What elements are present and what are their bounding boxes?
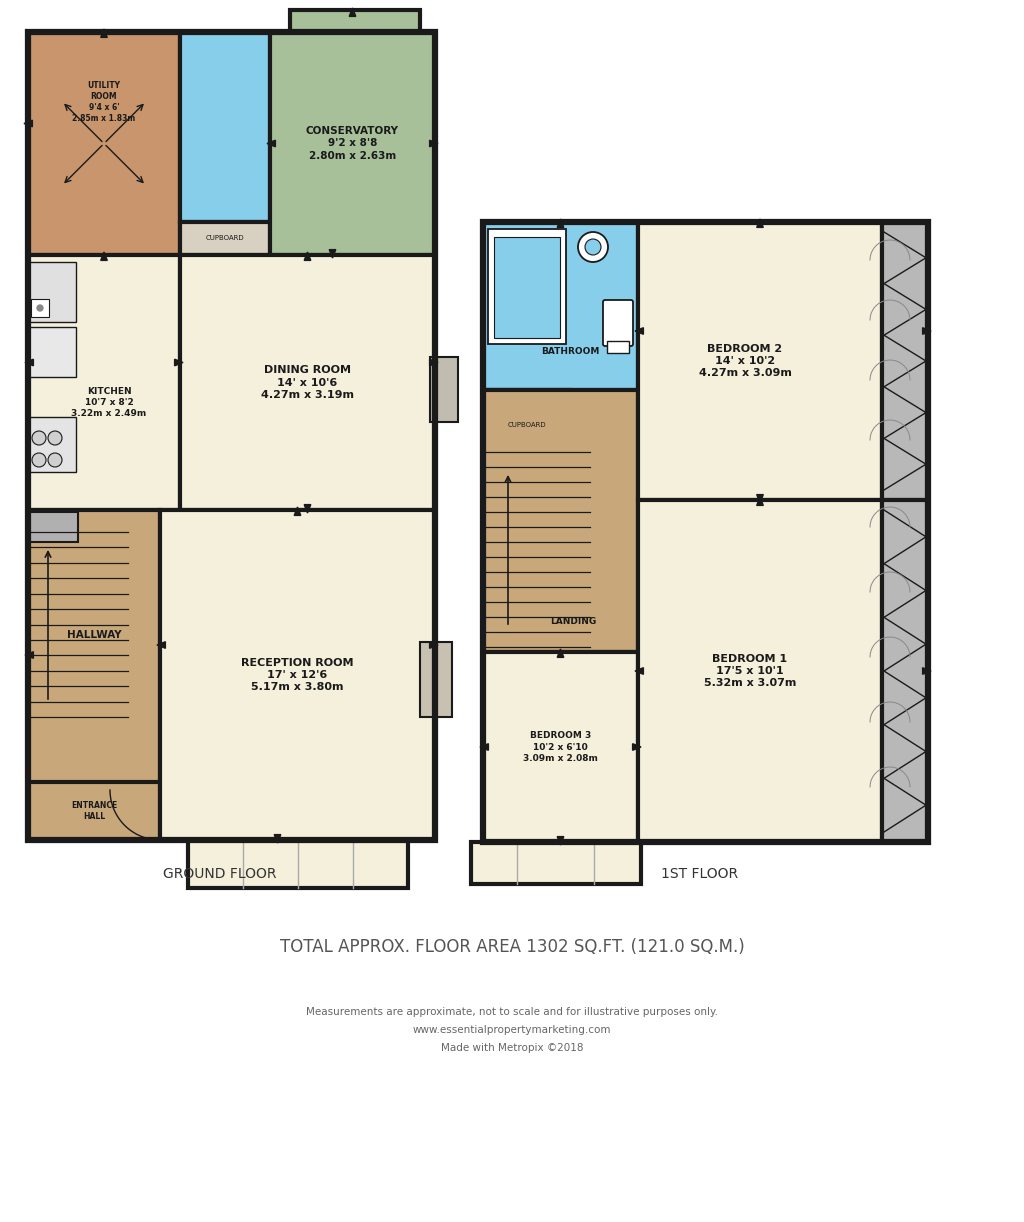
Bar xyxy=(483,390,570,459)
Text: TOTAL APPROX. FLOOR AREA 1302 SQ.FT. (121.0 SQ.M.): TOTAL APPROX. FLOOR AREA 1302 SQ.FT. (12… xyxy=(280,938,744,956)
Polygon shape xyxy=(274,835,281,843)
Polygon shape xyxy=(430,359,438,365)
Bar xyxy=(31,299,49,316)
Text: KITCHEN
10'7 x 8'2
3.22m x 2.49m: KITCHEN 10'7 x 8'2 3.22m x 2.49m xyxy=(72,387,146,418)
Text: LANDING: LANDING xyxy=(550,617,596,627)
Polygon shape xyxy=(100,252,108,260)
Bar xyxy=(28,782,160,840)
Text: CONSERVATORY
9'2 x 8'8
2.80m x 2.63m: CONSERVATORY 9'2 x 8'8 2.80m x 2.63m xyxy=(306,126,399,161)
Circle shape xyxy=(48,431,62,445)
Polygon shape xyxy=(635,327,643,335)
Polygon shape xyxy=(633,744,641,750)
Polygon shape xyxy=(329,249,336,258)
Circle shape xyxy=(32,453,46,467)
Polygon shape xyxy=(470,842,640,884)
Polygon shape xyxy=(430,642,438,649)
Bar xyxy=(483,222,638,390)
Circle shape xyxy=(48,453,62,467)
Text: GROUND FLOOR: GROUND FLOOR xyxy=(163,866,276,881)
Polygon shape xyxy=(557,219,564,227)
Text: BEDROOM 3
10'2 x 6'10
3.09m x 2.08m: BEDROOM 3 10'2 x 6'10 3.09m x 2.08m xyxy=(523,732,598,763)
Polygon shape xyxy=(24,120,33,127)
Text: CUPBOARD: CUPBOARD xyxy=(507,422,546,428)
Bar xyxy=(638,222,882,500)
Bar xyxy=(180,32,270,222)
Circle shape xyxy=(578,232,608,262)
Polygon shape xyxy=(25,651,34,659)
Polygon shape xyxy=(304,252,311,260)
Bar xyxy=(494,237,560,338)
Bar xyxy=(270,32,435,255)
Polygon shape xyxy=(480,744,488,750)
Polygon shape xyxy=(757,497,763,506)
Text: 1ST FLOOR: 1ST FLOOR xyxy=(662,866,738,881)
Text: RECEPTION ROOM
17' x 12'6
5.17m x 3.80m: RECEPTION ROOM 17' x 12'6 5.17m x 3.80m xyxy=(242,657,353,693)
Bar xyxy=(882,500,928,842)
Text: BEDROOM 1
17'5 x 10'1
5.32m x 3.07m: BEDROOM 1 17'5 x 10'1 5.32m x 3.07m xyxy=(703,654,797,688)
Bar xyxy=(28,510,160,840)
FancyBboxPatch shape xyxy=(603,299,633,346)
Bar xyxy=(882,222,928,500)
Bar xyxy=(638,500,882,842)
Polygon shape xyxy=(267,141,275,147)
Polygon shape xyxy=(25,359,34,365)
Bar xyxy=(28,262,76,323)
Bar xyxy=(483,390,638,653)
Circle shape xyxy=(585,240,601,255)
Bar xyxy=(160,510,435,840)
Polygon shape xyxy=(430,141,438,147)
Bar xyxy=(607,341,629,353)
Bar xyxy=(290,10,420,32)
Polygon shape xyxy=(923,327,931,335)
Polygon shape xyxy=(557,649,564,657)
Bar xyxy=(420,642,452,717)
Bar xyxy=(28,327,76,378)
Text: Made with Metropix ©2018: Made with Metropix ©2018 xyxy=(440,1044,584,1053)
Bar xyxy=(180,222,270,255)
Polygon shape xyxy=(757,219,763,227)
Text: UTILITY
ROOM
9'4 x 6'
2.85m x 1.83m: UTILITY ROOM 9'4 x 6' 2.85m x 1.83m xyxy=(73,81,135,123)
Bar xyxy=(28,417,76,472)
Bar xyxy=(28,32,435,840)
Text: HALLWAY: HALLWAY xyxy=(67,631,121,640)
Text: DINING ROOM
14' x 10'6
4.27m x 3.19m: DINING ROOM 14' x 10'6 4.27m x 3.19m xyxy=(261,365,354,400)
Text: ENTRANCE
HALL: ENTRANCE HALL xyxy=(71,800,117,821)
Polygon shape xyxy=(923,667,931,675)
Circle shape xyxy=(32,431,46,445)
Polygon shape xyxy=(757,495,763,503)
Bar xyxy=(28,32,180,255)
Polygon shape xyxy=(349,9,355,16)
Bar xyxy=(483,222,928,842)
Polygon shape xyxy=(187,840,408,888)
Bar xyxy=(28,255,180,510)
Polygon shape xyxy=(175,359,183,365)
Polygon shape xyxy=(294,507,301,516)
Polygon shape xyxy=(157,642,166,649)
Circle shape xyxy=(37,306,43,312)
Polygon shape xyxy=(635,667,643,675)
Text: BATHROOM: BATHROOM xyxy=(542,347,600,357)
Polygon shape xyxy=(100,29,108,38)
Text: Measurements are approximate, not to scale and for illustrative purposes only.: Measurements are approximate, not to sca… xyxy=(306,1007,718,1017)
Polygon shape xyxy=(557,837,564,844)
Bar xyxy=(28,512,78,543)
Polygon shape xyxy=(304,505,311,513)
Bar xyxy=(483,653,638,842)
Bar xyxy=(488,229,566,345)
Text: BEDROOM 2
14' x 10'2
4.27m x 3.09m: BEDROOM 2 14' x 10'2 4.27m x 3.09m xyxy=(698,343,792,379)
Bar xyxy=(430,357,458,422)
Bar xyxy=(180,255,435,510)
Text: CUPBOARD: CUPBOARD xyxy=(206,236,245,242)
Text: www.essentialpropertymarketing.com: www.essentialpropertymarketing.com xyxy=(413,1025,611,1035)
